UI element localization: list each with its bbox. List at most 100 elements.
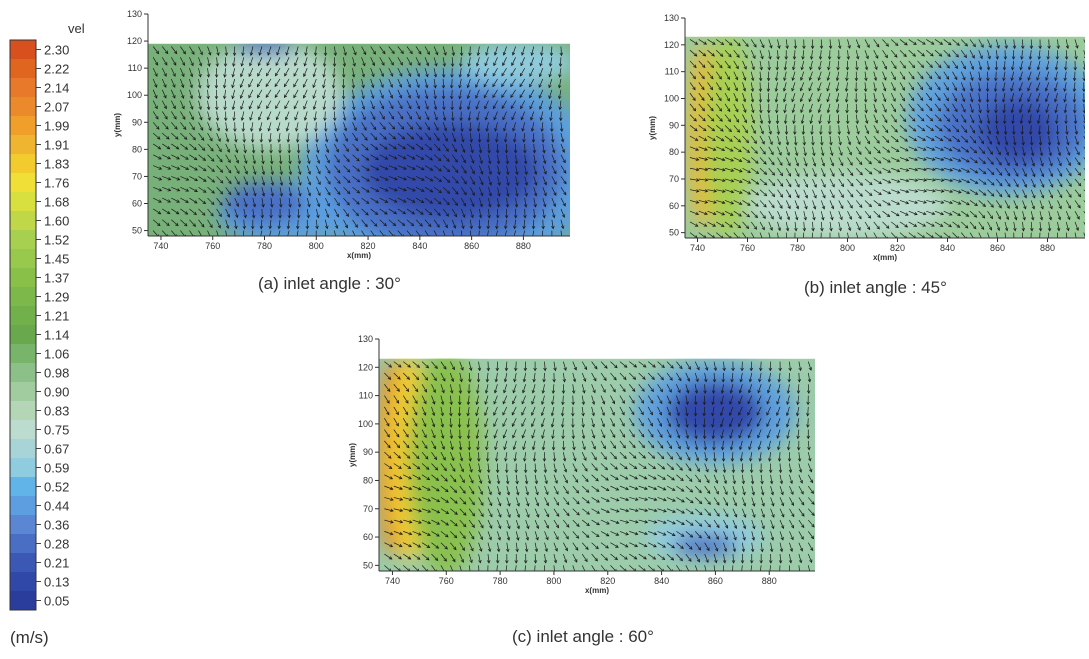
velocity-vector-head [787,205,791,210]
velocity-vector [388,57,394,66]
velocity-vector-head [436,533,440,537]
velocity-vector-head [903,128,908,132]
velocity-vector-head [468,128,472,133]
velocity-vector [995,200,1002,209]
velocity-vector-head [905,178,910,183]
velocity-vector [1004,211,1009,220]
velocity-vector [225,165,232,174]
velocity-vector-head [332,63,337,68]
velocity-vector-head [501,94,505,98]
velocity-vector-head [438,189,442,194]
velocity-vector [1074,125,1078,135]
velocity-vector [421,497,431,502]
velocity-vector-head [615,532,620,536]
velocity-vector [961,178,970,183]
velocity-vector-head [407,84,411,88]
velocity-vector [534,486,539,495]
velocity-vector-head [701,107,705,112]
velocity-vector [934,49,942,57]
velocity-vector [785,221,789,231]
velocity-vector-head [416,73,420,78]
velocity-vector-head [487,548,492,553]
velocity-vector [544,497,549,506]
velocity-vector [838,157,844,166]
velocity-vector-head [745,43,749,47]
velocity-vector [666,361,674,369]
velocity-vector [406,78,411,88]
velocity-vector [198,219,205,228]
velocity-vector [198,230,202,236]
velocity-vector-head [498,502,502,507]
velocity-vector [1057,39,1059,49]
velocity-vector-head [239,84,243,89]
velocity-vector [873,50,879,59]
velocity-vector-head [295,237,298,240]
velocity-vector [793,114,796,124]
velocity-vector [563,519,570,528]
velocity-vector [297,165,301,175]
colorbar-frame [9,39,37,611]
velocity-vector-head [266,62,270,67]
velocity-vector [250,46,254,56]
velocity-vector-head [698,500,703,505]
velocity-vector-head [365,200,370,204]
velocity-vector-head [462,159,466,164]
velocity-vector [987,103,989,113]
velocity-vector [873,39,880,48]
velocity-vector-head [892,98,896,102]
velocity-vector-head [524,193,528,197]
velocity-vector-head [450,74,454,78]
velocity-vector [468,474,474,484]
velocity-vector-head [651,455,656,459]
velocity-vector [343,154,350,162]
velocity-vector-head [452,236,455,239]
velocity-vector [742,135,749,143]
velocity-vector [269,230,272,236]
velocity-vector-head [998,172,1003,176]
velocity-vector [433,230,438,236]
velocity-vector-head [714,469,718,473]
velocity-vector [449,418,452,428]
velocity-vector [325,187,331,196]
velocity-vector-head [288,204,292,208]
velocity-vector-head [676,434,681,439]
velocity-vector-head [410,222,415,227]
velocity-vector-head [793,131,797,136]
velocity-vector [759,135,765,145]
velocity-vector [899,221,908,228]
velocity-vector [352,122,357,131]
velocity-vector-head [512,400,516,405]
velocity-vector [952,189,962,193]
velocity-vector-head [496,204,501,208]
y-tick-label: 100 [127,90,142,100]
velocity-vector [925,60,933,68]
velocity-vector-head [226,149,230,153]
velocity-vector [297,133,299,143]
velocity-vector [306,208,309,218]
velocity-vector-head [453,534,458,539]
velocity-vector [198,122,204,131]
velocity-vector [1029,50,1032,60]
velocity-vector [891,210,900,217]
velocity-vector [995,71,997,81]
velocity-vector [1083,210,1085,214]
velocity-vector-head [1037,56,1041,60]
velocity-vector [873,82,877,92]
velocity-vector-head [704,157,709,161]
velocity-vector [600,429,606,438]
velocity-vector-head [270,160,274,165]
velocity-vector [581,565,586,572]
velocity-vector-head [820,227,824,232]
velocity-vector [657,440,664,449]
velocity-vector-head [553,181,557,186]
x-tick-label: 820 [361,241,376,251]
velocity-vector [198,165,207,172]
velocity-vector-head [433,377,437,382]
velocity-vector-head [515,171,519,176]
velocity-vector [987,135,992,145]
velocity-vector-head [1036,120,1041,125]
velocity-vector [370,100,375,110]
velocity-vector-head [584,558,588,563]
velocity-vector-head [953,98,958,102]
velocity-vector [207,230,211,236]
